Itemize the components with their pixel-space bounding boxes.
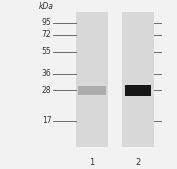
- Text: 1: 1: [89, 158, 95, 167]
- Text: 95: 95: [42, 18, 51, 27]
- Text: kDa: kDa: [39, 2, 53, 11]
- Text: 55: 55: [42, 47, 51, 56]
- Text: 36: 36: [42, 69, 51, 78]
- Bar: [125, 85, 151, 96]
- Bar: [76, 12, 108, 147]
- Bar: [78, 86, 106, 95]
- Text: 28: 28: [42, 86, 51, 95]
- Text: 2: 2: [135, 158, 141, 167]
- Text: 17: 17: [42, 116, 51, 125]
- Bar: [122, 12, 154, 147]
- Text: 72: 72: [42, 30, 51, 39]
